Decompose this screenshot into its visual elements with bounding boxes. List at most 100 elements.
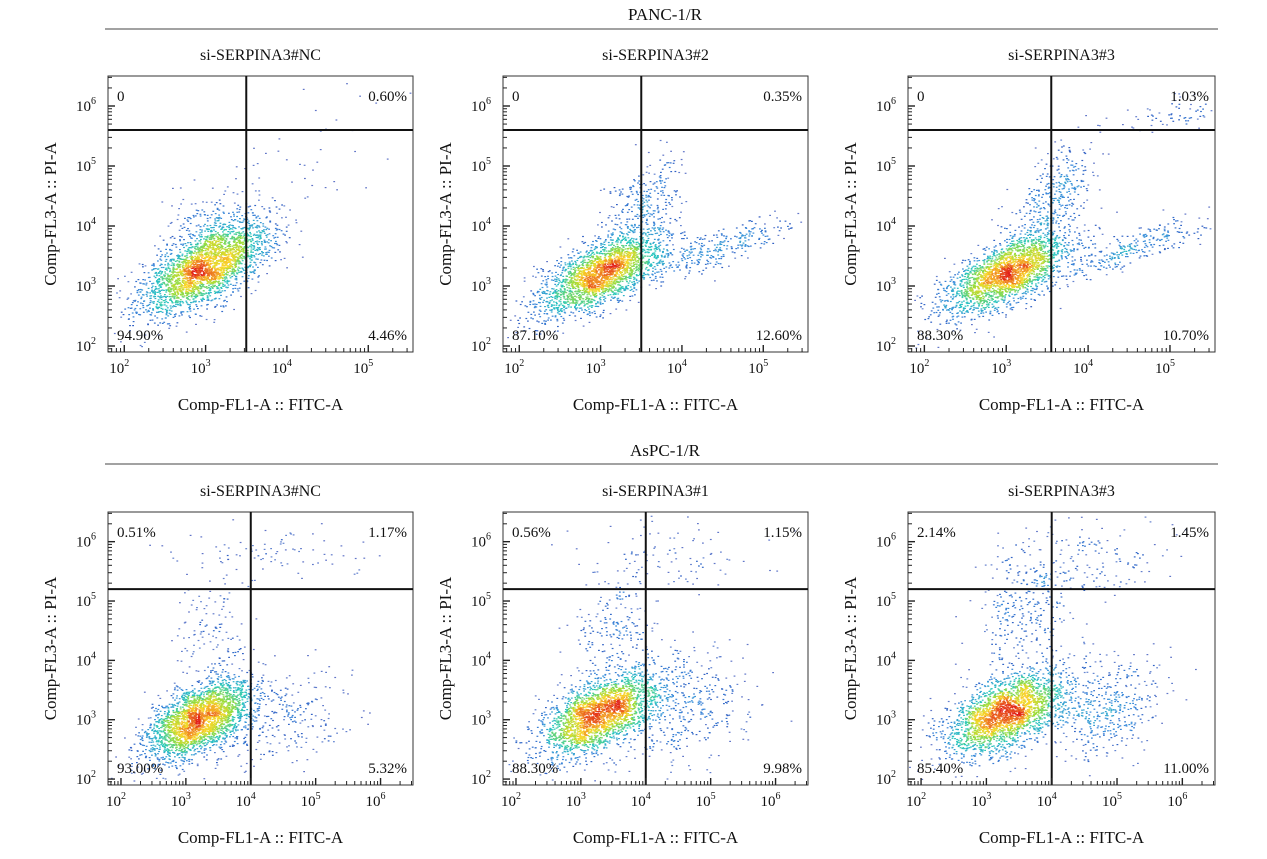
event-point — [671, 266, 674, 268]
event-point — [278, 208, 281, 210]
event-point — [683, 257, 685, 259]
event-point — [556, 296, 559, 298]
event-point — [599, 296, 602, 298]
event-point — [270, 240, 272, 242]
event-point — [214, 242, 217, 244]
event-point — [541, 286, 544, 289]
event-point — [365, 187, 367, 189]
event-point — [610, 255, 613, 257]
y-tick-exponent: 5 — [91, 156, 96, 167]
event-point — [577, 288, 580, 291]
event-point — [571, 273, 574, 275]
event-point — [567, 238, 570, 240]
event-point — [171, 302, 174, 304]
event-point — [604, 240, 607, 242]
event-point — [159, 304, 162, 306]
event-point — [612, 294, 615, 296]
event-point — [184, 217, 186, 219]
event-point — [586, 266, 588, 268]
event-point — [545, 279, 548, 281]
event-point — [632, 264, 635, 266]
event-point — [229, 265, 232, 267]
event-point — [541, 322, 544, 324]
event-point — [587, 298, 589, 300]
event-point — [224, 240, 226, 242]
event-point — [633, 204, 636, 206]
event-point — [127, 297, 130, 299]
event-point — [591, 259, 593, 262]
event-point — [127, 281, 130, 283]
event-point — [235, 178, 237, 180]
event-point — [594, 246, 597, 248]
event-point — [231, 251, 234, 253]
event-point — [686, 237, 688, 239]
event-point — [169, 313, 172, 315]
event-point — [545, 309, 548, 311]
event-point — [577, 284, 579, 286]
event-point — [658, 228, 660, 230]
event-point — [600, 258, 602, 260]
event-point — [275, 242, 278, 245]
event-point — [659, 231, 662, 233]
event-point — [587, 245, 590, 247]
event-point — [209, 269, 212, 271]
event-point — [205, 238, 207, 240]
event-point — [559, 293, 562, 296]
event-point — [540, 296, 543, 299]
event-point — [664, 255, 666, 257]
event-point — [177, 264, 180, 266]
event-point — [661, 168, 664, 170]
event-point — [177, 278, 180, 281]
event-point — [175, 264, 178, 266]
event-point — [717, 249, 720, 251]
event-point — [532, 300, 535, 302]
event-point — [201, 257, 203, 259]
event-point — [595, 294, 598, 296]
event-point — [568, 298, 571, 300]
event-point — [585, 287, 588, 289]
event-point — [630, 268, 632, 270]
event-point — [137, 301, 139, 303]
event-point — [220, 255, 223, 257]
event-point — [617, 301, 620, 303]
event-point — [692, 254, 695, 256]
event-point — [216, 273, 219, 275]
event-point — [613, 244, 615, 246]
event-point — [228, 250, 230, 252]
event-point — [210, 251, 213, 253]
event-point — [627, 196, 630, 198]
event-point — [671, 197, 673, 199]
event-point — [144, 334, 147, 336]
event-point — [143, 300, 146, 302]
event-point — [132, 325, 134, 327]
event-point — [570, 257, 572, 259]
event-point — [203, 264, 205, 267]
event-point — [195, 313, 197, 315]
event-point — [631, 271, 633, 273]
event-point — [210, 300, 213, 302]
event-point — [202, 293, 205, 295]
event-point — [169, 305, 172, 307]
event-point — [686, 264, 688, 266]
event-point — [197, 270, 199, 272]
event-point — [535, 303, 538, 305]
event-points — [109, 83, 412, 348]
event-point — [257, 281, 260, 283]
event-point — [213, 274, 216, 276]
event-point — [148, 303, 151, 306]
event-point — [523, 326, 526, 328]
event-point — [226, 248, 229, 251]
event-point — [199, 270, 202, 272]
event-point — [226, 254, 229, 256]
event-point — [237, 204, 240, 206]
event-point — [654, 272, 656, 274]
event-point — [556, 260, 558, 262]
event-point — [295, 219, 297, 221]
event-point — [204, 270, 207, 273]
event-point — [200, 261, 203, 263]
event-point — [242, 243, 244, 245]
event-point — [654, 268, 657, 270]
event-point — [192, 274, 194, 276]
event-point — [565, 302, 567, 304]
event-point — [178, 277, 181, 279]
